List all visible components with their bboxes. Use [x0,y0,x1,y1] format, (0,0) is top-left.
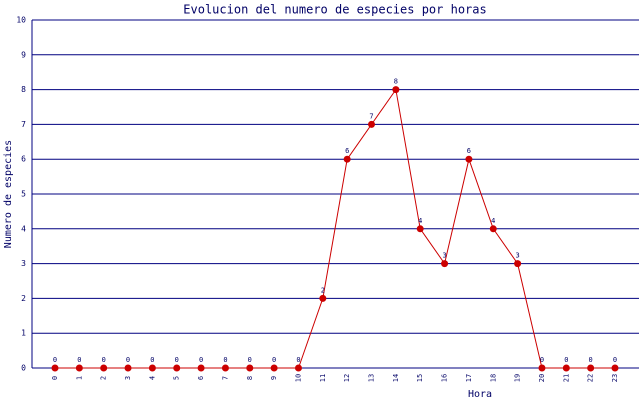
marker [611,364,619,372]
y-tick-label: 0 [21,364,26,373]
y-tick-label: 8 [21,85,26,94]
data-label: 0 [175,356,179,364]
y-tick-label: 1 [21,329,26,338]
data-label: 0 [296,356,300,364]
x-tick-label: 2 [100,376,108,380]
data-label: 3 [442,252,446,260]
x-tick-label: 9 [270,376,278,380]
marker [319,294,327,302]
marker [246,364,254,372]
x-tick-label: 3 [124,376,132,380]
marker [173,364,181,372]
x-tick-label: 22 [587,374,595,382]
y-axis-label: Numero de especies [3,140,14,248]
marker [587,364,595,372]
data-label: 0 [126,356,130,364]
x-tick-label: 7 [221,376,229,380]
x-tick-label: 5 [173,376,181,380]
data-label: 0 [150,356,154,364]
marker [514,260,522,268]
data-label: 0 [564,356,568,364]
data-label: 0 [540,356,544,364]
y-tick-label: 9 [21,50,26,59]
marker [392,86,400,94]
marker [197,364,205,372]
x-tick-label: 20 [538,374,546,382]
y-tick-label: 2 [21,294,26,303]
marker [538,364,546,372]
y-tick-label: 4 [21,224,26,233]
x-tick-label: 14 [392,374,400,382]
x-tick-label: 11 [319,374,327,382]
marker [368,120,376,128]
marker [441,260,449,268]
x-tick-label: 17 [465,374,473,382]
marker [100,364,108,372]
x-tick-label: 18 [489,374,497,382]
data-label: 3 [515,252,519,260]
x-tick-label: 4 [148,376,156,380]
y-tick-label: 3 [21,259,26,268]
marker [294,364,302,372]
x-tick-label: 16 [441,374,449,382]
data-label: 4 [418,217,422,225]
x-tick-label: 21 [562,374,570,382]
marker [489,225,497,233]
data-label: 0 [248,356,252,364]
x-tick-label: 23 [611,374,619,382]
data-label: 0 [53,356,57,364]
data-label: 0 [613,356,617,364]
data-label: 2 [321,286,325,294]
x-tick-label: 19 [514,374,522,382]
marker [416,225,424,233]
data-label: 0 [589,356,593,364]
data-label: 0 [102,356,106,364]
marker [221,364,229,372]
data-label: 0 [272,356,276,364]
y-tick-label: 10 [16,16,26,25]
x-tick-label: 6 [197,376,205,380]
x-tick-label: 8 [246,376,254,380]
y-tick-label: 7 [21,120,26,129]
data-label: 0 [77,356,81,364]
marker [270,364,278,372]
x-tick-label: 15 [416,374,424,382]
marker [75,364,83,372]
marker [343,155,351,163]
x-axis-label: Hora [468,389,492,400]
data-label: 4 [491,217,495,225]
data-label: 7 [369,112,373,120]
chart-title: Evolucion del numero de especies por hor… [183,3,486,17]
marker [148,364,156,372]
x-tick-label: 0 [51,376,59,380]
x-tick-label: 10 [294,374,302,382]
data-label: 0 [223,356,227,364]
data-label: 0 [199,356,203,364]
marker [124,364,132,372]
y-tick-label: 5 [21,190,26,199]
marker [465,155,473,163]
line [55,88,615,369]
x-tick-label: 1 [75,376,83,380]
marker [51,364,59,372]
x-tick-label: 12 [343,374,351,382]
data-label: 8 [394,78,398,86]
data-label: 6 [345,147,349,155]
data-label: 6 [467,147,471,155]
x-tick-label: 13 [368,374,376,382]
marker [562,364,570,372]
y-tick-label: 6 [21,155,26,164]
